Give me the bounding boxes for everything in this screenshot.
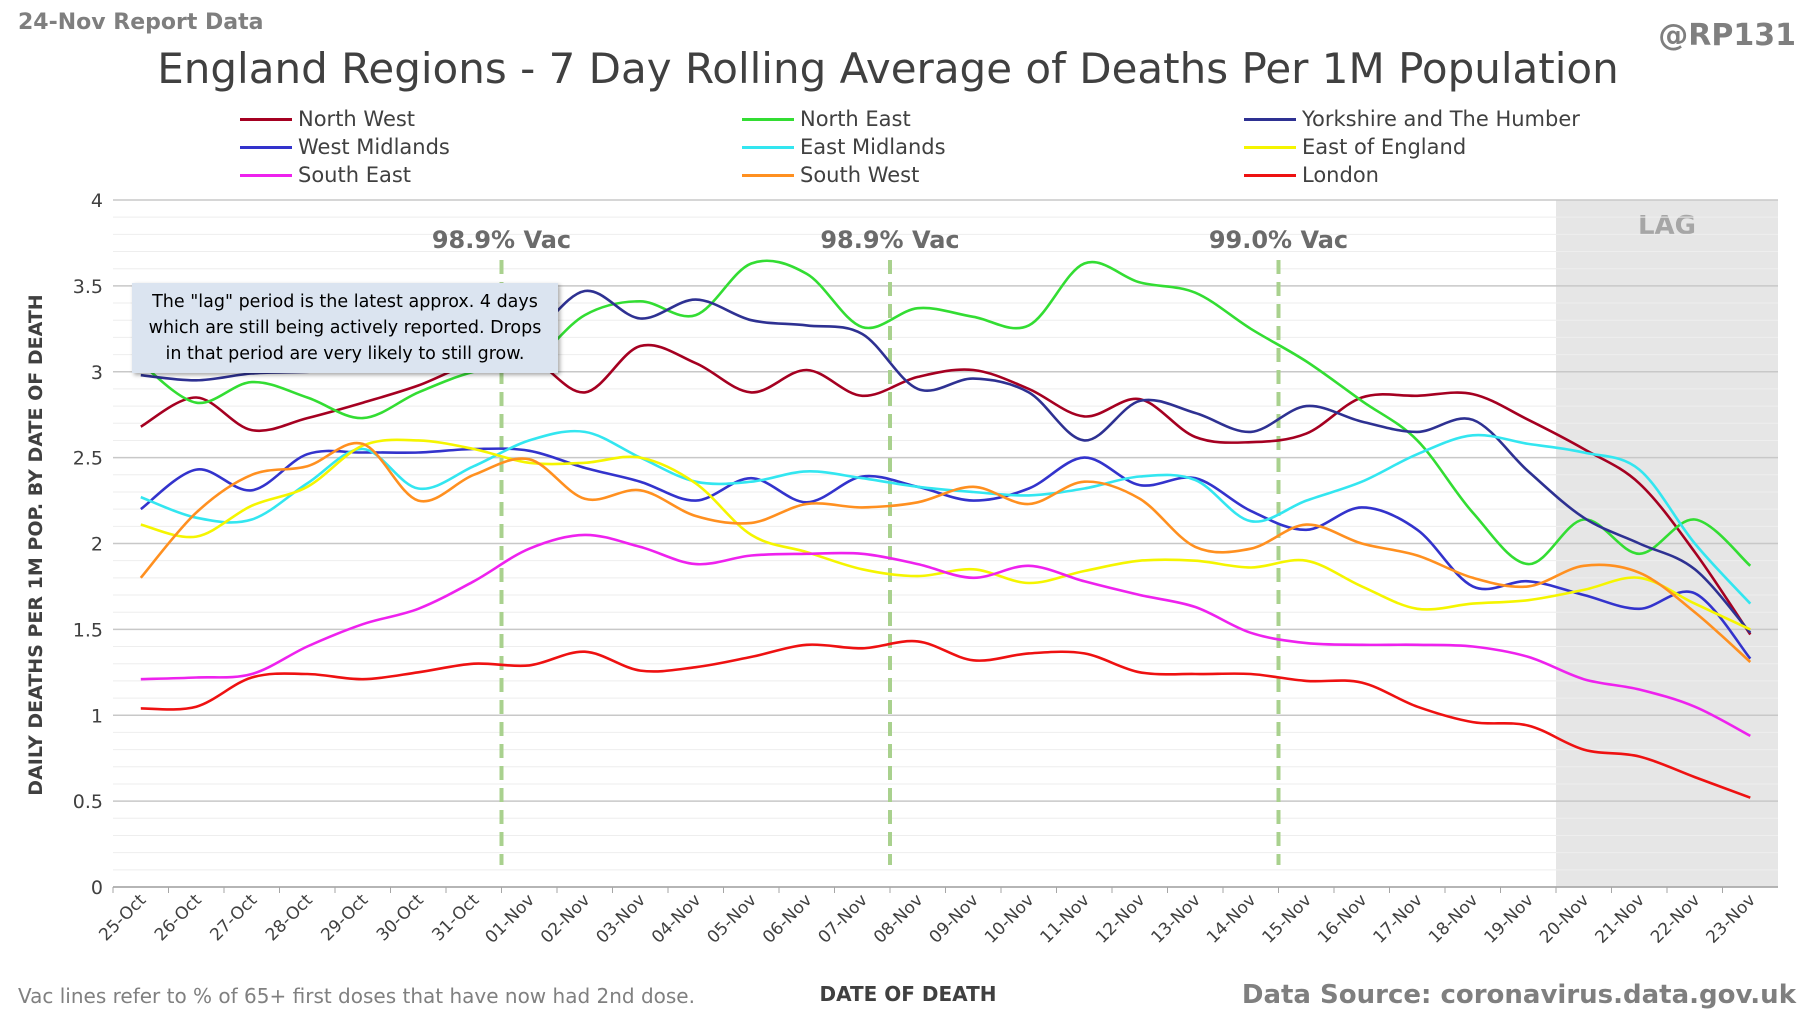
legend-swatch [240,173,292,177]
legend-item: Yorkshire and The Humber [1244,106,1580,132]
y-tick-label: 2.5 [73,448,103,470]
x-tick-label: 09-Nov [926,890,983,947]
legend-item: North East [742,106,911,132]
legend-label: West Midlands [298,135,450,159]
legend-swatch [240,117,292,121]
legend-swatch [742,145,794,149]
author-handle: @RP131 [1658,18,1796,53]
y-tick-label: 1 [91,705,103,727]
y-tick-label: 1.5 [73,619,103,641]
x-tick-label: 19-Nov [1481,890,1538,947]
y-tick-label: 0 [91,877,103,899]
y-tick-label: 4 [91,190,103,212]
x-tick-label: 01-Nov [482,890,539,947]
x-tick-label: 14-Nov [1203,890,1260,947]
x-tick-label: 26-Oct [151,890,206,945]
x-tick-label: 18-Nov [1425,890,1482,947]
legend-item: West Midlands [240,134,450,160]
x-tick-label: 03-Nov [593,890,650,947]
legend-item: South West [742,162,919,188]
x-tick-label: 08-Nov [870,890,927,947]
legend-label: London [1302,163,1379,187]
report-date-label: 24-Nov Report Data [18,10,264,35]
lag-note-callout: The "lag" period is the latest approx. 4… [132,283,558,373]
x-tick-label: 13-Nov [1148,890,1205,947]
legend-swatch [1244,145,1296,149]
x-tick-label: 29-Oct [317,890,372,945]
y-axis-title: DAILY DEATHS PER 1M POP. BY DATE OF DEAT… [25,294,47,795]
x-tick-label: 15-Nov [1259,890,1316,947]
x-tick-label: 27-Oct [206,890,261,945]
x-tick-label: 06-Nov [759,890,816,947]
x-tick-label: 17-Nov [1370,890,1427,947]
legend-swatch [742,117,794,121]
series-line-london [140,639,1751,799]
vac-footnote: Vac lines refer to % of 65+ first doses … [18,984,695,1008]
x-tick-label: 23-Nov [1703,890,1760,947]
x-tick-label: 28-Oct [262,890,317,945]
series-line-east-midlands [140,429,1752,605]
lag-label: LAG [1638,211,1696,241]
legend-swatch [742,173,794,177]
legend-label: East Midlands [800,135,946,159]
legend-label: Yorkshire and The Humber [1302,107,1580,131]
series-line-north-east [140,259,1752,567]
series-line-south-east [140,533,1751,738]
x-tick-label: 11-Nov [1037,890,1094,947]
vac-label-2: 98.9% Vac [820,226,959,254]
vac-label-3: 99.0% Vac [1209,226,1348,254]
x-tick-label: 04-Nov [648,890,705,947]
x-tick-label: 10-Nov [981,890,1038,947]
x-tick-label: 02-Nov [537,890,594,947]
legend-label: South East [298,163,412,187]
series-line-south-west [139,441,1752,663]
x-tick-label: 05-Nov [704,890,761,947]
legend-swatch [1244,117,1296,121]
series-lines [139,259,1752,799]
gridlines [113,199,1778,888]
x-tick-label: 07-Nov [815,890,872,947]
legend-item: South East [240,162,411,188]
y-tick-label: 3 [91,362,103,384]
chart-title: England Regions - 7 Day Rolling Average … [157,44,1619,93]
x-tick-label: 22-Nov [1647,890,1704,947]
series-line-north-west [140,343,1752,636]
legend-label: South West [800,163,920,187]
x-tick-label: 12-Nov [1092,890,1149,947]
y-tick-label: 3.5 [73,276,103,298]
legend-item: London [1244,162,1379,188]
legend-item: East Midlands [742,134,946,160]
vac-label-1: 98.9% Vac [432,226,571,254]
x-tick-label: 16-Nov [1314,890,1371,947]
legend-label: North West [298,107,416,131]
y-tick-label: 2 [91,534,103,556]
x-axis-title: DATE OF DEATH [820,982,997,1006]
legend-swatch [1244,173,1296,177]
series-line-west-midlands [140,447,1752,660]
x-tick-label: 31-Oct [428,890,483,945]
legend-item: East of England [1244,134,1466,160]
x-tick-label: 21-Nov [1592,890,1649,947]
data-source-label: Data Source: coronavirus.data.gov.uk [1241,980,1796,1010]
y-tick-label: 0.5 [73,791,103,813]
x-tick-label: 30-Oct [373,890,428,945]
series-line-east-of-england [140,438,1751,631]
legend-label: North East [800,107,911,131]
x-tick-label: 20-Nov [1536,890,1593,947]
legend-swatch [240,145,292,149]
x-tick-label: 25-Oct [95,890,150,945]
legend-item: North West [240,106,415,132]
legend-label: East of England [1302,135,1467,159]
